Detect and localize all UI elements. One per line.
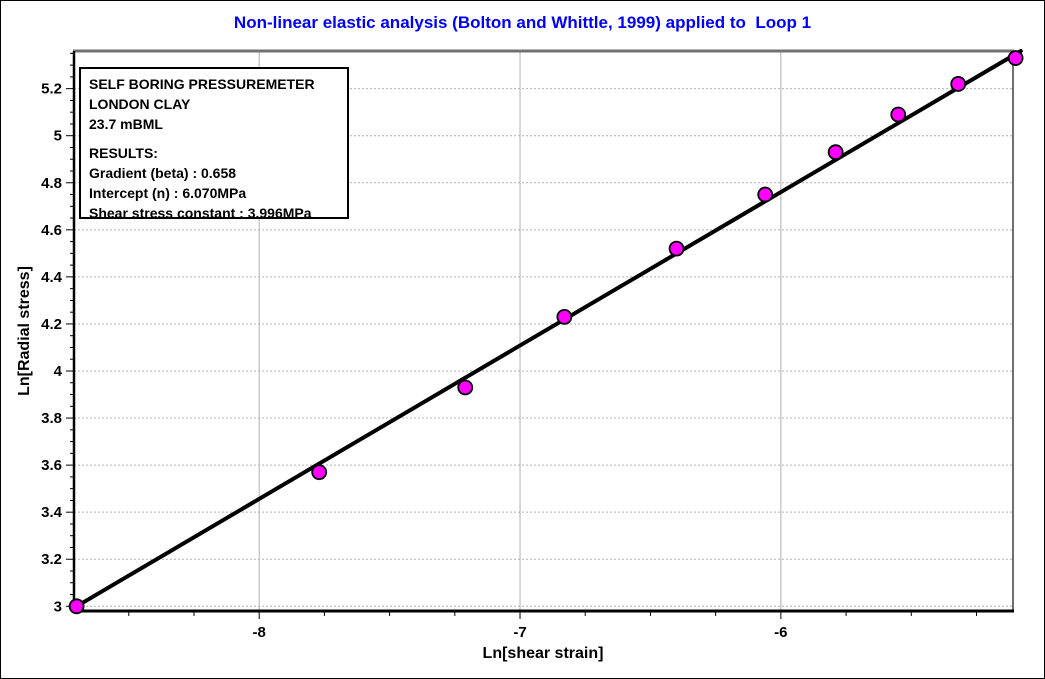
- y-tick-label: 4: [54, 363, 63, 380]
- y-tick-label: 4.4: [41, 269, 63, 286]
- info-line-depth: 23.7 mBML: [89, 116, 163, 132]
- y-tick-label: 3: [54, 598, 62, 615]
- chart-title: Non-linear elastic analysis (Bolton and …: [233, 13, 812, 32]
- results-info-box: SELF BORING PRESSUREMETER LONDON CLAY 23…: [79, 67, 349, 221]
- y-tick-label: 5.2: [41, 81, 62, 98]
- y-tick-label: 3.6: [41, 457, 62, 474]
- data-point: [668, 240, 685, 257]
- x-tick-label: -7: [513, 624, 526, 641]
- info-line-results-header: RESULTS:: [89, 145, 158, 161]
- y-tick-label: 3.8: [41, 410, 62, 427]
- info-line-gradient: Gradient (beta) : 0.658: [89, 165, 237, 181]
- info-line-shear-constant: Shear stress constant : 3.996MPa: [89, 205, 312, 221]
- y-tick-label: 5: [54, 128, 62, 145]
- data-point: [1007, 50, 1024, 66]
- y-tick-label: 3.2: [41, 551, 62, 568]
- info-line-site: SELF BORING PRESSUREMETER: [89, 76, 315, 92]
- data-point: [311, 464, 328, 481]
- y-tick-label: 4.8: [41, 175, 62, 192]
- data-point: [890, 106, 907, 123]
- info-line-intercept: Intercept (n) : 6.070MPa: [89, 185, 247, 201]
- y-tick-label: 4.6: [41, 222, 62, 239]
- regression-line: [74, 49, 1023, 609]
- data-point: [68, 598, 85, 615]
- y-axis-title: Ln[Radial stress]: [16, 266, 33, 396]
- data-point: [827, 144, 844, 161]
- data-point: [950, 76, 967, 92]
- data-point: [457, 379, 474, 396]
- data-point: [556, 308, 573, 325]
- x-axis-title: Ln[shear strain]: [482, 645, 604, 662]
- y-tick-label: 3.4: [41, 504, 63, 521]
- x-tick-label: -6: [774, 624, 787, 641]
- y-tick-label: 4.2: [41, 316, 62, 333]
- data-point: [757, 186, 774, 203]
- info-line-material: LONDON CLAY: [89, 96, 191, 112]
- x-tick-label: -8: [253, 624, 266, 641]
